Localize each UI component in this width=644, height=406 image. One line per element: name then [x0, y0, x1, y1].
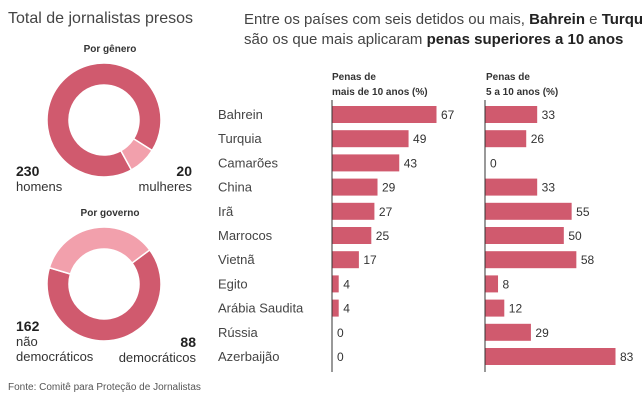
col2-bar — [485, 348, 616, 365]
col2-bar — [485, 202, 572, 220]
col1-bar — [332, 202, 375, 220]
category-label: Turquia — [218, 131, 262, 146]
col1-bar — [332, 227, 372, 244]
col1-bar — [332, 299, 339, 317]
donut-gender-right-legend: 20 mulheres — [136, 163, 192, 194]
sentence-bar-chart: Bahrein 67 33 Turquia 49 26 Camarões 43 0 China 29… — [218, 100, 634, 372]
men-label: homens — [16, 179, 63, 194]
col1-value-label: 4 — [343, 277, 350, 291]
donut-gender-left-legend: 230 homens — [16, 163, 62, 194]
left-title: Total de jornalistas presos — [8, 10, 193, 27]
women-count: 20 — [176, 163, 192, 179]
col1-value-label: 0 — [337, 350, 344, 364]
col2-value-label: 12 — [509, 302, 523, 316]
col1-header: Penas de mais de 10 anos (%) — [332, 72, 428, 98]
government-slice-major — [46, 248, 162, 342]
category-label: Marrocos — [218, 228, 273, 243]
source-note: Fonte: Comitê para Proteção de Jornalist… — [8, 382, 201, 393]
col2-bar — [485, 227, 564, 244]
col2-bar — [485, 178, 538, 196]
col1-bar — [332, 275, 339, 293]
col1-value-label: 4 — [343, 302, 350, 316]
col1-bar — [332, 130, 409, 148]
col1-bar — [332, 251, 359, 269]
nondemocratic-label-1: não — [16, 334, 38, 349]
col2-value-label: 33 — [542, 108, 556, 122]
col1-value-label: 27 — [379, 205, 393, 219]
democratic-label: democráticos — [118, 350, 196, 365]
col2-value-label: 8 — [503, 277, 510, 291]
donut-gender-subtitle: Por gênero — [83, 44, 137, 55]
col2-value-label: 55 — [576, 205, 590, 219]
donut-government — [46, 226, 162, 342]
col2-bar — [485, 323, 531, 341]
col2-value-label: 0 — [490, 156, 497, 170]
gender-slice-minor — [119, 137, 154, 171]
government-slice-minor — [48, 226, 151, 275]
category-label: Irã — [218, 204, 234, 219]
col2-bar — [485, 275, 499, 293]
col1-value-label: 25 — [376, 229, 390, 243]
donut-government-subtitle: Por governo — [80, 208, 140, 219]
col2-bar — [485, 299, 505, 317]
col2-bar — [485, 106, 538, 123]
nondemocratic-count: 162 — [16, 318, 40, 334]
col1-value-label: 17 — [363, 253, 377, 267]
donut-gender — [46, 62, 162, 178]
donut-government-left-legend: 162 não democráticos — [16, 318, 93, 364]
col1-value-label: 29 — [382, 181, 396, 195]
category-label: Azerbaijão — [218, 349, 279, 364]
col2-value-label: 58 — [581, 253, 595, 267]
category-label: Bahrein — [218, 107, 263, 122]
category-label: China — [218, 180, 253, 195]
col1-bar — [332, 178, 378, 196]
col2-bar — [485, 251, 577, 269]
women-label: mulheres — [138, 179, 192, 194]
men-count: 230 — [16, 163, 40, 179]
col2-value-label: 83 — [620, 350, 634, 364]
col1-bar — [332, 106, 437, 123]
category-label: Arábia Saudita — [218, 301, 304, 316]
col1-bar — [332, 154, 400, 172]
col1-value-label: 67 — [441, 108, 455, 122]
col2-value-label: 26 — [531, 132, 545, 146]
category-label: Camarões — [218, 155, 278, 170]
col2-bar — [485, 130, 527, 148]
donut-government-right-legend: 88 democráticos — [112, 334, 196, 365]
col2-header: Penas de 5 a 10 anos (%) — [486, 72, 559, 98]
category-label: Egito — [218, 276, 248, 291]
col1-value-label: 49 — [413, 132, 427, 146]
right-title: Entre os países com seis detidos ou mais… — [244, 11, 644, 48]
gender-slice-major — [46, 62, 162, 178]
col2-value-label: 50 — [568, 229, 582, 243]
col2-value-label: 33 — [542, 181, 556, 195]
category-label: Rússia — [218, 325, 259, 340]
nondemocratic-label-2: democráticos — [16, 349, 94, 364]
col2-value-label: 29 — [535, 326, 549, 340]
col1-value-label: 43 — [404, 156, 418, 170]
col1-value-label: 0 — [337, 326, 344, 340]
democratic-count: 88 — [180, 334, 196, 350]
category-label: Vietnã — [218, 252, 255, 267]
